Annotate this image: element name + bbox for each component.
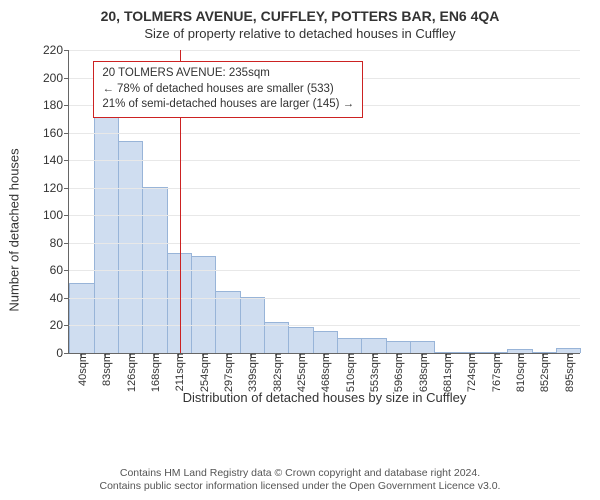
bar-slot: 895sqm bbox=[556, 50, 580, 353]
gridline bbox=[69, 50, 580, 51]
x-tick-label: 382sqm bbox=[268, 353, 284, 392]
footer-line: Contains HM Land Registry data © Crown c… bbox=[0, 467, 600, 481]
x-tick-label: 681sqm bbox=[438, 353, 454, 392]
plot-area: 40sqm83sqm126sqm168sqm211sqm254sqm297sqm… bbox=[68, 50, 580, 354]
x-tick-label: 767sqm bbox=[487, 353, 503, 392]
x-tick-label: 852sqm bbox=[535, 353, 551, 392]
bar-slot: 810sqm bbox=[507, 50, 531, 353]
x-tick-label: 596sqm bbox=[389, 353, 405, 392]
bar-slot: 638sqm bbox=[410, 50, 434, 353]
x-tick-label: 510sqm bbox=[341, 353, 357, 392]
bar bbox=[118, 141, 143, 353]
x-tick-label: 168sqm bbox=[146, 353, 162, 392]
gridline bbox=[69, 325, 580, 326]
x-tick-label: 83sqm bbox=[97, 353, 113, 386]
y-tick-label: 40 bbox=[50, 291, 69, 305]
bar-slot: 724sqm bbox=[458, 50, 482, 353]
x-tick-label: 468sqm bbox=[316, 353, 332, 392]
bar-slot: 767sqm bbox=[483, 50, 507, 353]
x-axis-label: Distribution of detached houses by size … bbox=[69, 390, 580, 405]
y-tick-label: 0 bbox=[56, 346, 69, 360]
x-tick-label: 254sqm bbox=[195, 353, 211, 392]
annotation-line: ← 78% of detached houses are smaller (53… bbox=[102, 82, 354, 98]
bar bbox=[288, 327, 313, 353]
y-tick-label: 60 bbox=[50, 263, 69, 277]
y-tick-label: 180 bbox=[43, 98, 69, 112]
bar-slot: 553sqm bbox=[361, 50, 385, 353]
gridline bbox=[69, 188, 580, 189]
bar bbox=[337, 338, 362, 353]
page-title: 20, TOLMERS AVENUE, CUFFLEY, POTTERS BAR… bbox=[0, 0, 600, 24]
footer-line: Contains public sector information licen… bbox=[0, 480, 600, 494]
y-tick-label: 200 bbox=[43, 71, 69, 85]
y-tick-label: 220 bbox=[43, 43, 69, 57]
bar bbox=[313, 331, 338, 353]
y-tick-label: 80 bbox=[50, 236, 69, 250]
bar bbox=[69, 283, 94, 353]
bar bbox=[410, 341, 435, 353]
gridline bbox=[69, 298, 580, 299]
gridline bbox=[69, 243, 580, 244]
subtitle: Size of property relative to detached ho… bbox=[0, 24, 600, 45]
x-tick-label: 211sqm bbox=[170, 353, 186, 391]
y-tick-label: 20 bbox=[50, 318, 69, 332]
x-tick-label: 724sqm bbox=[462, 353, 478, 392]
y-tick-label: 140 bbox=[43, 153, 69, 167]
x-tick-label: 297sqm bbox=[219, 353, 235, 392]
y-axis-label: Number of detached houses bbox=[7, 148, 22, 311]
x-tick-label: 810sqm bbox=[511, 353, 527, 392]
gridline bbox=[69, 133, 580, 134]
annotation-box: 20 TOLMERS AVENUE: 235sqm← 78% of detach… bbox=[93, 61, 363, 118]
y-tick-label: 120 bbox=[43, 181, 69, 195]
bar-slot: 852sqm bbox=[531, 50, 555, 353]
gridline bbox=[69, 160, 580, 161]
bar-slot: 681sqm bbox=[434, 50, 458, 353]
bar bbox=[386, 341, 411, 353]
y-tick-label: 160 bbox=[43, 126, 69, 140]
footer-attribution: Contains HM Land Registry data © Crown c… bbox=[0, 467, 600, 494]
x-tick-label: 126sqm bbox=[122, 353, 138, 392]
bar-slot: 596sqm bbox=[385, 50, 409, 353]
annotation-line: 21% of semi-detached houses are larger (… bbox=[102, 97, 354, 113]
x-tick-label: 40sqm bbox=[73, 353, 89, 386]
x-tick-label: 339sqm bbox=[243, 353, 259, 392]
gridline bbox=[69, 215, 580, 216]
x-tick-label: 425sqm bbox=[292, 353, 308, 392]
y-tick-label: 100 bbox=[43, 208, 69, 222]
histogram-chart: Number of detached houses 40sqm83sqm126s… bbox=[26, 50, 586, 410]
bar bbox=[361, 338, 386, 353]
bar bbox=[215, 291, 240, 353]
x-tick-label: 638sqm bbox=[414, 353, 430, 392]
annotation-line: 20 TOLMERS AVENUE: 235sqm bbox=[102, 66, 354, 82]
x-tick-label: 553sqm bbox=[365, 353, 381, 392]
bar bbox=[94, 115, 119, 353]
gridline bbox=[69, 270, 580, 271]
x-tick-label: 895sqm bbox=[560, 353, 576, 392]
bar-slot: 40sqm bbox=[69, 50, 93, 353]
